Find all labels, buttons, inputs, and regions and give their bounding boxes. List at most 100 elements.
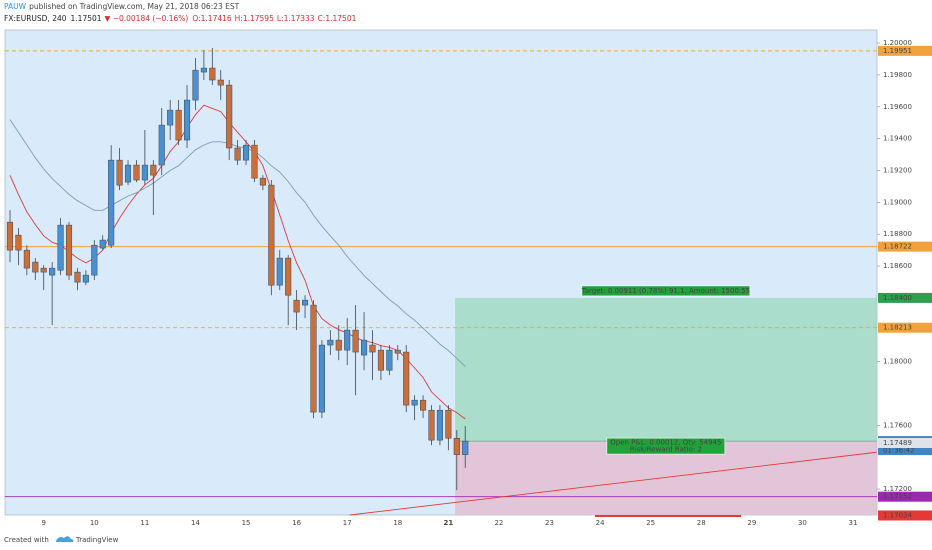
candle-body [386,349,393,371]
countdown: 01:36:42 [883,447,914,455]
candle-body [394,349,401,354]
candle-body [268,184,275,286]
y-tick-label: 1.19400 [883,135,912,143]
candle-body [428,409,435,441]
candle-body [310,304,317,413]
level-label: 1.17152 [883,493,912,501]
x-tick-label: 29 [747,519,756,527]
level-label-bg [878,491,932,502]
target-label: 1.18400 [883,294,912,302]
candle-body [285,257,292,296]
candle-body [377,349,384,371]
profit-zone [455,297,877,442]
x-tick-label: 16 [292,519,301,527]
trendline [349,451,877,516]
level-label: 1.18722 [883,243,912,251]
candle-body [6,221,14,251]
candle-body [217,79,224,86]
x-tick-label: 23 [545,519,554,527]
candle-body [82,274,89,283]
y-tick-label: 1.19600 [883,103,912,111]
level-label: 1.19951 [883,47,912,55]
target-text: Target: 0.00911 (0.78%) 91.1, Amount: 15… [581,287,750,295]
candle-body [116,159,123,186]
y-tick-label: 1.19000 [883,198,912,206]
x-tick-label: 22 [494,519,503,527]
candle-body [318,344,325,413]
candle-body [65,224,73,276]
last-price: 1.17501 [71,14,102,23]
candle-body [91,244,98,276]
pnl-box [606,437,726,455]
y-tick-label: 1.19200 [883,166,912,174]
candle-body [403,351,410,406]
x-tick-label: 28 [697,519,706,527]
candle-body [23,249,30,269]
bid-label: 1.17489 [883,439,912,447]
symbol: FX:EURUSD, 240 [4,14,67,23]
candle-body [158,124,165,166]
header-line-2: FX:EURUSD, 240 1.17501 ▼ −0.00184 (−0.16%)… [4,14,357,23]
candle-body [183,99,191,141]
y-tick-label: 1.20000 [883,39,912,47]
candle-body [108,159,115,246]
y-tick-label: 1.17200 [883,485,912,493]
candle-body [57,224,64,271]
candle-body [209,67,216,81]
x-tick-label: 21 [443,519,453,527]
candle-body [276,257,283,286]
change: ▼ −0.00184 (−0.16%) [105,14,189,23]
candle-body [150,164,157,176]
level-label-bg [878,322,932,333]
candle-body [124,164,132,183]
level-label-bg [878,45,932,56]
candle-body [335,339,342,351]
stop-label-bg [878,510,932,521]
y-tick-label: 1.17600 [883,421,912,429]
created-with: Created with [4,536,49,544]
y-tick-label: 1.18600 [883,262,912,270]
candle-body [453,437,460,455]
candle-body [141,164,148,181]
candle-body [259,177,266,186]
brand-logo [56,536,74,542]
candle-body [436,409,443,441]
candle-body [167,109,174,126]
x-tick-label: 24 [596,519,605,527]
candle-body [99,239,106,249]
open: O:1.17416 [192,14,232,23]
high: H:1.17595 [235,14,274,23]
candle-body [411,399,418,406]
x-tick-label: 18 [393,519,402,527]
candle-body [251,144,258,179]
candle-body [369,344,376,353]
close: C:1.17501 [318,14,357,23]
target-label-bg [878,292,932,303]
candle-body [40,267,47,273]
stop-label: 1.17034 [883,511,912,519]
candle-body [445,409,452,439]
candle-body [133,164,140,181]
header-line-1: PAUW published on TradingView.com, May 21… [4,2,240,11]
countdown-bg [878,446,932,456]
candle-body [327,339,334,346]
y-tick-label: 1.18800 [883,230,912,238]
x-tick-label: 17 [343,519,352,527]
candle-body [361,339,368,356]
candle-body [175,109,182,141]
candle-body [462,440,469,455]
candle-body [49,267,56,276]
candle-body [15,234,22,251]
y-tick-label: 1.19800 [883,71,912,79]
x-tick-label: 31 [849,519,858,527]
candle-body [293,299,300,313]
candle-body [242,144,250,161]
candle-body [344,329,351,351]
time-range-highlight [595,514,741,517]
published: published on TradingView.com, May 21, 20… [29,2,240,11]
candle-body [32,261,39,273]
x-tick-label: 10 [90,519,99,527]
level-label: 1.18213 [883,324,912,332]
low: L:1.17333 [277,14,315,23]
